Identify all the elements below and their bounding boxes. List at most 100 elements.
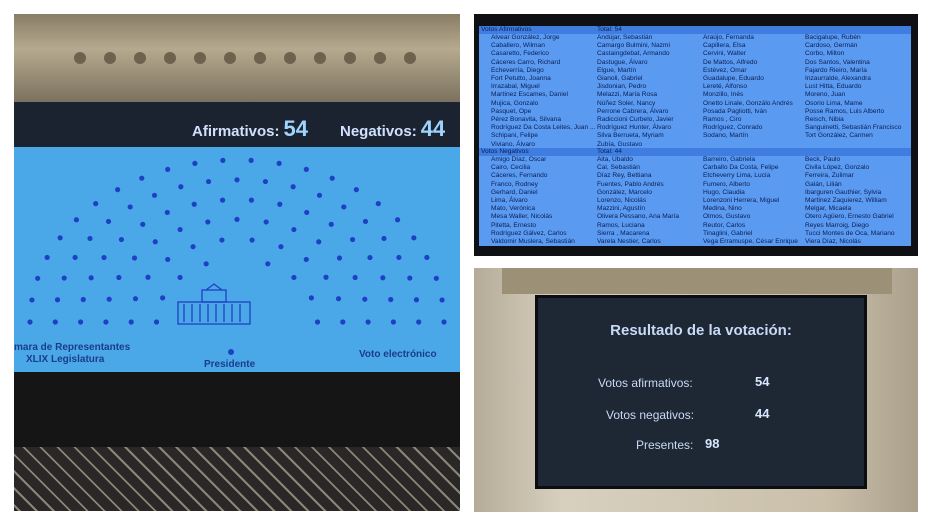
legislator-name: Tort González, Carmen	[805, 132, 873, 140]
seat	[80, 296, 86, 303]
legislator-name: Moreno, Juan	[805, 91, 846, 99]
legislator-name: Fuentes, Pablo Andrés	[597, 180, 664, 188]
legislator-name: Aita, Ubaldo	[597, 156, 633, 163]
legislator-name: Lereté, Alfonso	[703, 83, 747, 91]
legislator-name: Martínez Zaquierez, William	[805, 197, 887, 205]
legislator-name: Fumero, Alberto	[703, 180, 750, 188]
legislator-name: Barreiro, Gabriela	[703, 156, 756, 163]
negativos-label: Votos negativos:	[606, 408, 695, 422]
seat	[35, 275, 41, 281]
seat	[190, 244, 196, 250]
legislator-name: Jisdonian, Pedro	[597, 83, 647, 91]
rosette	[74, 52, 86, 64]
result-screen: Resultado de la votación: Votos afirmati…	[535, 295, 867, 489]
legislator-name: Valdomir Muslera, Sebastián	[491, 238, 575, 246]
seat	[291, 226, 297, 233]
legislator-name: Monzillo, Inés	[703, 91, 744, 99]
legislator-name: Gerhard, Daniel	[491, 188, 538, 196]
legislator-name: Corbo, Milton	[805, 50, 845, 58]
legislator-name: Rodríguez Hunter, Álvaro	[597, 124, 672, 132]
rosette	[374, 52, 386, 64]
name-column: Aita, Ubaldo Cal, Sebastián Díaz Rey, Bett…	[597, 156, 679, 246]
seat	[411, 235, 417, 241]
name-column: Bacigalupe, Rubén Cardoso, Germán Corbo, M…	[805, 34, 901, 141]
legislator-name: Inzaurralde, Alexandra	[805, 75, 871, 83]
legislator-name: Gianoli, Gabriel	[597, 75, 643, 83]
seat	[78, 319, 84, 325]
negativos-count: Negativos: 44	[340, 116, 446, 141]
legislator-name: Otero Agüero, Ernesto Gabriel	[805, 213, 894, 221]
seat	[234, 216, 240, 222]
seat	[304, 209, 310, 216]
legislator-name: Sanguinetti, Sebastián Francisco	[805, 124, 902, 132]
seat	[396, 254, 402, 261]
legislator-name: Díaz Rey, Bettiana	[597, 172, 652, 180]
legislator-name: Etcheverry Lima, Lucía	[703, 172, 771, 180]
seat	[115, 187, 121, 193]
legislator-name: Melgar, Micaela	[805, 205, 852, 213]
seat	[131, 255, 138, 261]
seat	[205, 178, 212, 185]
seat	[140, 221, 146, 227]
presentes-value: 98	[705, 436, 720, 451]
seat	[72, 254, 78, 261]
legislator-name: Onetto Linale, Gonzálo Andrés	[703, 99, 793, 107]
seat	[165, 256, 171, 263]
seat	[205, 219, 211, 225]
seat	[362, 296, 368, 302]
legislator-name: Fort Petutto, Joanna	[491, 75, 551, 83]
seat	[118, 236, 125, 243]
seat	[316, 239, 322, 245]
legislator-name: Osorio Lima, Mame	[805, 99, 863, 107]
seat	[367, 254, 373, 261]
seat	[52, 319, 58, 325]
legislator-name: Pasquet, Ope	[491, 107, 532, 115]
legislator-name: Olivera Pessano, Ana María	[597, 213, 680, 221]
legislator-name: Castaingdebat, Armando	[597, 50, 670, 58]
seat	[416, 319, 422, 325]
seat	[381, 235, 387, 242]
seat	[352, 274, 358, 281]
legislator-name: Dos Santos, Valentina	[805, 58, 870, 66]
seat	[127, 204, 133, 210]
seat	[105, 218, 112, 225]
rosette	[194, 52, 206, 64]
mode-label: Voto electrónico	[359, 349, 437, 360]
legislator-name: Núñez Soler, Nancy	[597, 99, 656, 107]
legislator-name: Bacigalupe, Rubén	[805, 34, 861, 41]
legislator-name: Rodríguez Da Costa Leites, Juan ...	[491, 124, 596, 132]
legislator-name: De Mattos, Alfredo	[703, 58, 758, 66]
name-column: Amigo Díaz, Oscar Cairo, Cecilia Cáceres, …	[491, 156, 575, 246]
legislator-name: Galán, Lilián	[805, 180, 842, 188]
legislator-name: Reyes Marroig, Diego	[805, 221, 869, 229]
seat	[265, 261, 271, 267]
legislator-name: Pérez Bonavita, Silvana	[491, 116, 562, 124]
name-column: Andújar, Sebastián Camargo Bulmini, Nazmi…	[597, 34, 674, 149]
rosette	[314, 52, 326, 64]
legislator-name: Lima, Álvaro	[491, 197, 528, 205]
seat	[152, 239, 158, 245]
legislator-name: Sierra , Macarena	[597, 229, 650, 237]
photo-result-screen: Resultado de la votación: Votos afirmati…	[474, 268, 918, 512]
seat	[88, 275, 94, 281]
seat	[303, 166, 309, 172]
seat	[151, 192, 158, 198]
seat	[441, 319, 447, 325]
legislator-name: Cáceres, Fernando	[491, 172, 548, 180]
seat	[203, 261, 209, 267]
name-column: Araújo, Fernanda Capillera, Elsa Cervini, …	[703, 34, 793, 141]
legislator-name: Mazzini, Agustín	[597, 205, 646, 213]
seat	[61, 275, 67, 281]
legislator-name: Carballo Da Costa, Felipe	[703, 164, 779, 172]
photo-vote-list: Votos Afirmativos Total: 54 Alvear Gonzál…	[474, 14, 918, 256]
seat	[219, 237, 225, 243]
seat	[276, 160, 282, 166]
seat	[101, 254, 107, 261]
seat	[349, 236, 356, 243]
rosette	[404, 52, 416, 64]
iron-railing	[14, 447, 460, 511]
legislator-name: Ramos , Ciro	[703, 116, 742, 124]
seat	[29, 297, 35, 303]
legislator-name: Capillera, Elsa	[703, 42, 746, 50]
seat	[314, 319, 321, 325]
